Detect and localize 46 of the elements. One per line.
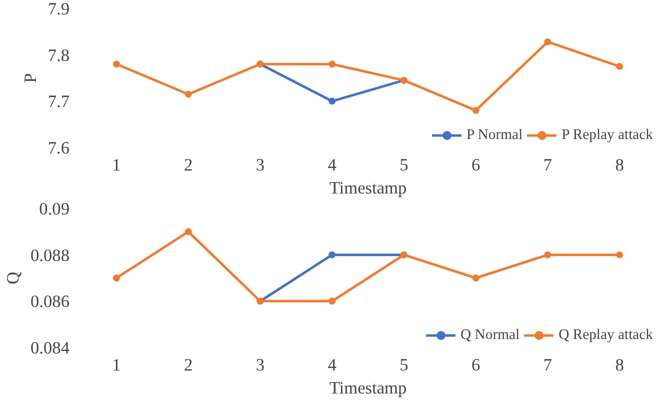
legend-label: P Normal xyxy=(466,126,523,144)
y-axis-title: P xyxy=(20,73,40,83)
x-tick-label: 5 xyxy=(400,156,408,174)
x-tick-label: 7 xyxy=(543,356,552,374)
x-tick-label: 1 xyxy=(112,156,121,174)
y-tick-label: 0.09 xyxy=(39,200,70,218)
legend-label: Q Normal xyxy=(460,326,520,344)
point xyxy=(616,62,624,70)
legend-label: P Replay attack xyxy=(562,126,653,144)
y-axis-title: Q xyxy=(4,271,23,284)
point xyxy=(184,90,192,98)
x-tick-label: 3 xyxy=(256,156,265,174)
y-tick-label: 7.6 xyxy=(48,138,70,158)
y-tick-label: 0.088 xyxy=(30,246,70,265)
point xyxy=(184,228,192,236)
x-tick-label: 6 xyxy=(471,156,480,174)
y-tick-label: 0.084 xyxy=(30,338,70,358)
x-tick-label: 5 xyxy=(400,356,408,374)
x-tick-label: 6 xyxy=(471,356,480,374)
y-tick-label: 7.7 xyxy=(48,92,70,112)
y-tick-label: 0.086 xyxy=(30,292,70,312)
x-tick-label: 2 xyxy=(184,156,193,174)
x-tick-label: 7 xyxy=(543,156,552,174)
x-tick-label: 1 xyxy=(112,356,121,374)
point xyxy=(616,251,624,258)
x-tick-label: 8 xyxy=(615,156,624,174)
x-axis-title: Timestamp xyxy=(329,178,407,198)
x-axis-title: Timestamp xyxy=(329,378,407,398)
x-tick-label: 4 xyxy=(328,156,337,174)
point xyxy=(472,274,480,282)
point xyxy=(328,60,336,68)
x-tick-label: 3 xyxy=(256,356,265,374)
point xyxy=(328,298,336,305)
point xyxy=(544,38,552,46)
y-tick-label: 7.9 xyxy=(48,0,70,18)
point xyxy=(472,106,480,114)
point xyxy=(544,251,552,258)
point xyxy=(328,98,336,105)
x-tick-label: 4 xyxy=(328,356,337,374)
x-tick-label: 8 xyxy=(615,356,624,374)
legend-label: Q Replay attack xyxy=(558,326,653,344)
x-tick-label: 2 xyxy=(184,356,193,374)
point xyxy=(112,60,120,68)
y-tick-label: 7.8 xyxy=(48,46,70,65)
point xyxy=(112,274,120,282)
point xyxy=(328,251,336,258)
